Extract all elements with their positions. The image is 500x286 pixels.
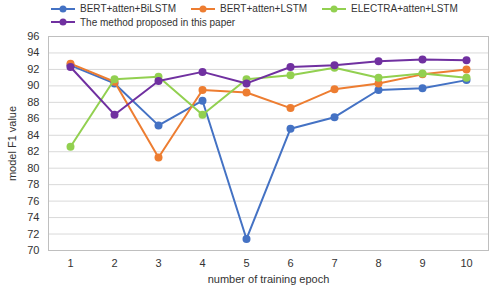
svg-text:2: 2: [111, 257, 117, 269]
html-text:BERT+atten+BiLSTM: BERT+atten+BiLSTM: [80, 3, 176, 15]
svg-text:model F1 value: model F1 value: [6, 106, 18, 181]
svg-text:4: 4: [199, 257, 205, 269]
svg-text:8: 8: [375, 257, 381, 269]
html-text:ELECTRA+atten+LSTM: ELECTRA+atten+LSTM: [351, 3, 458, 15]
svg-text:92: 92: [27, 63, 39, 75]
svg-text:9: 9: [419, 257, 425, 269]
svg-text:7: 7: [331, 257, 337, 269]
svg-text:10: 10: [460, 257, 472, 269]
svg-text:5: 5: [243, 257, 249, 269]
html-text:The method proposed in this pa: The method proposed in this paper: [80, 16, 236, 28]
svg-text:84: 84: [27, 129, 39, 141]
svg-text:6: 6: [287, 257, 293, 269]
svg-text:76: 76: [27, 195, 39, 207]
svg-text:78: 78: [27, 178, 39, 190]
svg-text:70: 70: [27, 244, 39, 256]
svg-text:90: 90: [27, 79, 39, 91]
svg-text:1: 1: [67, 257, 73, 269]
svg-text:number of training epoch: number of training epoch: [208, 273, 330, 285]
svg-text:3: 3: [155, 257, 161, 269]
svg-text:96: 96: [27, 30, 39, 42]
svg-text:72: 72: [27, 228, 39, 240]
svg-text:86: 86: [27, 112, 39, 124]
svg-text:80: 80: [27, 162, 39, 174]
svg-text:82: 82: [27, 145, 39, 157]
html-text:BERT+atten+LSTM: BERT+atten+LSTM: [220, 3, 308, 15]
svg-text:74: 74: [27, 211, 39, 223]
svg-text:88: 88: [27, 96, 39, 108]
svg-text:94: 94: [27, 46, 39, 58]
